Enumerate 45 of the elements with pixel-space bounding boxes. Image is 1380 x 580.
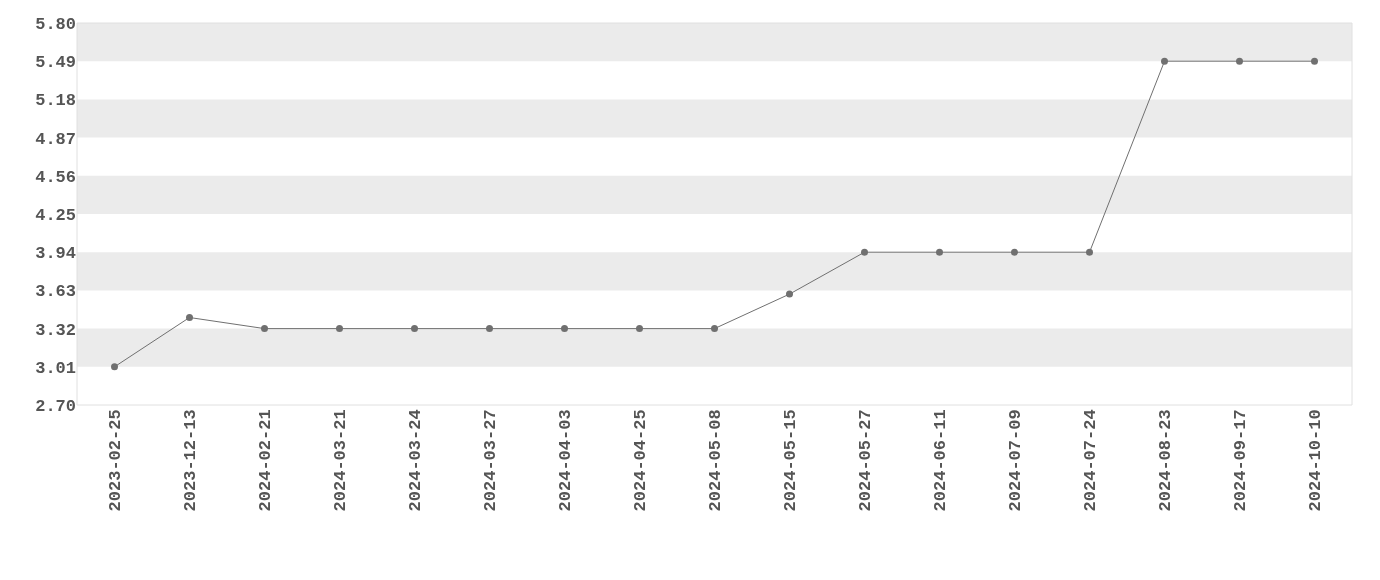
x-tick-label: 2024-09-17 bbox=[1231, 409, 1251, 512]
point bbox=[1311, 57, 1318, 65]
point bbox=[486, 325, 493, 333]
y-tick-label: 4.87 bbox=[35, 129, 76, 149]
x-tick-label: 2024-03-21 bbox=[331, 409, 351, 512]
y-tick-label: 5.80 bbox=[35, 14, 76, 34]
y-tick-label: 3.94 bbox=[35, 244, 76, 264]
y-tick-label: 3.32 bbox=[35, 320, 76, 340]
y-tick-label: 4.25 bbox=[35, 205, 76, 225]
x-tick-label: 2024-03-24 bbox=[406, 409, 426, 512]
point bbox=[111, 363, 118, 371]
point bbox=[636, 325, 643, 333]
y-tick-label: 3.63 bbox=[35, 282, 76, 302]
point bbox=[336, 325, 343, 333]
x-tick-label: 2024-05-27 bbox=[856, 409, 876, 512]
point bbox=[261, 325, 268, 333]
point bbox=[561, 325, 568, 333]
point bbox=[861, 248, 868, 256]
y-tick-label: 5.18 bbox=[35, 91, 76, 111]
x-tick-label: 2024-05-08 bbox=[706, 409, 726, 512]
point bbox=[1011, 248, 1018, 256]
point bbox=[1236, 57, 1243, 65]
y-tick-label: 4.56 bbox=[35, 167, 76, 187]
y-tick-label: 2.70 bbox=[35, 396, 76, 416]
y-tick-label: 3.01 bbox=[35, 358, 76, 378]
x-tick-label: 2023-12-13 bbox=[181, 409, 201, 512]
y-tick-label: 5.49 bbox=[35, 53, 76, 73]
x-tick-label: 2024-02-21 bbox=[256, 409, 276, 512]
point bbox=[186, 314, 193, 322]
x-tick-label: 2023-02-25 bbox=[106, 409, 126, 512]
x-tick-label: 2024-04-25 bbox=[631, 409, 651, 512]
x-tick-label: 2024-08-23 bbox=[1156, 409, 1176, 512]
point bbox=[411, 325, 418, 333]
x-tick-label: 2024-10-10 bbox=[1306, 409, 1326, 512]
point bbox=[711, 325, 718, 333]
x-tick-label: 2024-05-15 bbox=[781, 409, 801, 512]
x-tick-label: 2024-04-03 bbox=[556, 409, 576, 512]
x-tick-label: 2024-03-27 bbox=[481, 409, 501, 512]
point bbox=[1161, 57, 1168, 65]
point bbox=[786, 290, 793, 298]
x-tick-label: 2024-07-24 bbox=[1081, 409, 1101, 512]
point bbox=[1086, 248, 1093, 256]
x-tick-label: 2024-06-11 bbox=[931, 409, 951, 512]
x-tick-label: 2024-07-09 bbox=[1006, 409, 1026, 512]
point bbox=[936, 248, 943, 256]
